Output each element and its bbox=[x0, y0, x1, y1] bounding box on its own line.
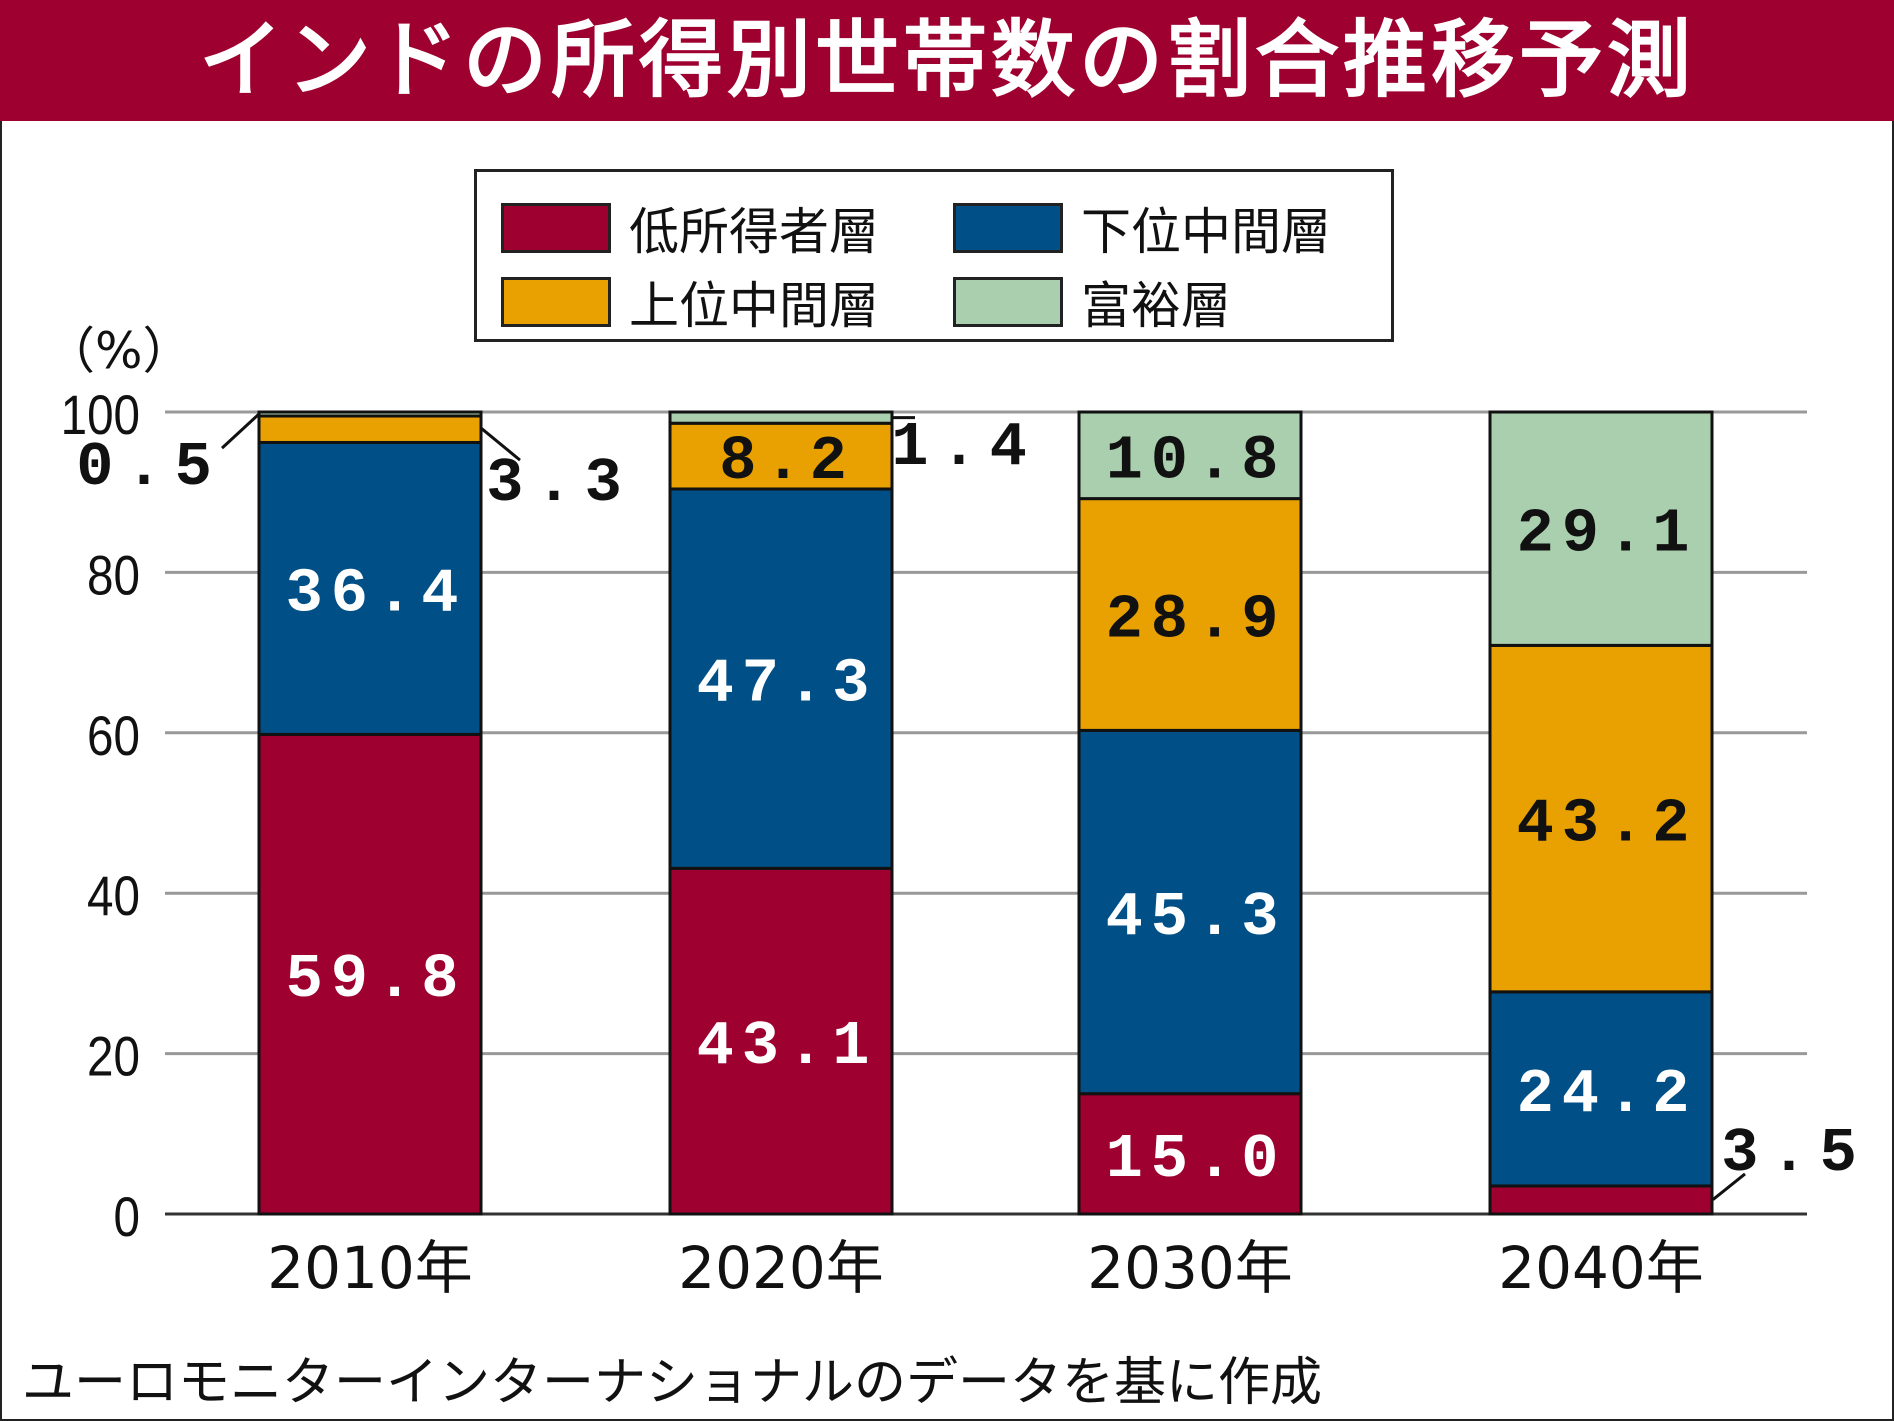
data-label: 43.1 bbox=[697, 1011, 878, 1082]
data-label: 0.5 bbox=[76, 432, 224, 503]
bar-segment bbox=[1077, 728, 1303, 1096]
bar-segment bbox=[1488, 1184, 1714, 1216]
y-tick-label: 0 bbox=[114, 1186, 140, 1248]
data-label: 3.3 bbox=[486, 448, 634, 519]
bar-segment bbox=[257, 440, 483, 736]
bar-segment bbox=[668, 487, 894, 870]
legend-swatch bbox=[501, 203, 611, 253]
leader-line bbox=[1712, 1172, 1746, 1201]
bar-segment bbox=[668, 866, 894, 1216]
y-tick-label: 100 bbox=[61, 384, 140, 446]
x-tick-label: 2010年 bbox=[267, 1234, 473, 1302]
legend-item-low-income: 低所得者層 bbox=[501, 192, 879, 264]
bar-segment bbox=[257, 732, 483, 1216]
data-label: 45.3 bbox=[1106, 882, 1287, 953]
data-label: 1.4 bbox=[891, 412, 1039, 483]
y-tick-label: 80 bbox=[87, 545, 140, 607]
y-tick-label: 60 bbox=[87, 705, 140, 767]
data-label: 24.2 bbox=[1517, 1059, 1698, 1130]
legend-label: 低所得者層 bbox=[629, 203, 879, 261]
legend-swatch bbox=[501, 277, 611, 327]
bar-segment bbox=[1077, 410, 1303, 501]
data-label: 36.4 bbox=[286, 558, 467, 629]
data-label: 59.8 bbox=[286, 944, 467, 1015]
data-label: 28.9 bbox=[1106, 585, 1287, 656]
leader-line bbox=[480, 426, 521, 462]
legend-item-lower-middle: 下位中間層 bbox=[953, 192, 1331, 264]
y-tick-label: 40 bbox=[87, 866, 140, 928]
leader-line bbox=[220, 412, 261, 450]
bar-segment bbox=[668, 410, 894, 425]
data-label: 43.2 bbox=[1517, 789, 1698, 860]
x-tick-label: 2020年 bbox=[678, 1234, 884, 1302]
x-tick-label: 2040年 bbox=[1498, 1234, 1704, 1302]
bar-segment bbox=[257, 414, 483, 444]
chart-title: インドの所得別世帯数の割合推移予測 bbox=[198, 11, 1695, 109]
legend: 低所得者層 下位中間層 上位中間層 富裕層 bbox=[474, 169, 1394, 342]
legend-item-wealthy: 富裕層 bbox=[953, 266, 1231, 338]
data-label: 10.8 bbox=[1106, 425, 1287, 496]
title-bar bbox=[0, 0, 1894, 121]
legend-swatch bbox=[953, 203, 1063, 253]
data-label: 8.2 bbox=[719, 426, 855, 497]
data-label: 15.0 bbox=[1106, 1124, 1287, 1195]
legend-label: 富裕層 bbox=[1081, 277, 1231, 335]
data-label: 29.1 bbox=[1517, 499, 1698, 570]
bar-segment bbox=[1488, 643, 1714, 994]
bar-segment bbox=[1488, 410, 1714, 647]
legend-label: 上位中間層 bbox=[629, 277, 879, 335]
bar-segment bbox=[1077, 497, 1303, 732]
y-axis-label: （%） bbox=[45, 322, 193, 380]
legend-item-upper-middle: 上位中間層 bbox=[501, 266, 879, 338]
data-label: 47.3 bbox=[697, 649, 878, 720]
bar-segment bbox=[668, 421, 894, 491]
x-tick-label: 2030年 bbox=[1087, 1234, 1293, 1302]
y-tick-label: 20 bbox=[87, 1026, 140, 1088]
bar-segment bbox=[257, 410, 483, 418]
legend-swatch bbox=[953, 277, 1063, 327]
bar-segment bbox=[1488, 990, 1714, 1188]
legend-label: 下位中間層 bbox=[1081, 203, 1331, 261]
source-note: ユーロモニターインターナショナルのデータを基に作成 bbox=[22, 1353, 1323, 1413]
data-label: 3.5 bbox=[1721, 1118, 1869, 1189]
bar-segment bbox=[1077, 1092, 1303, 1216]
